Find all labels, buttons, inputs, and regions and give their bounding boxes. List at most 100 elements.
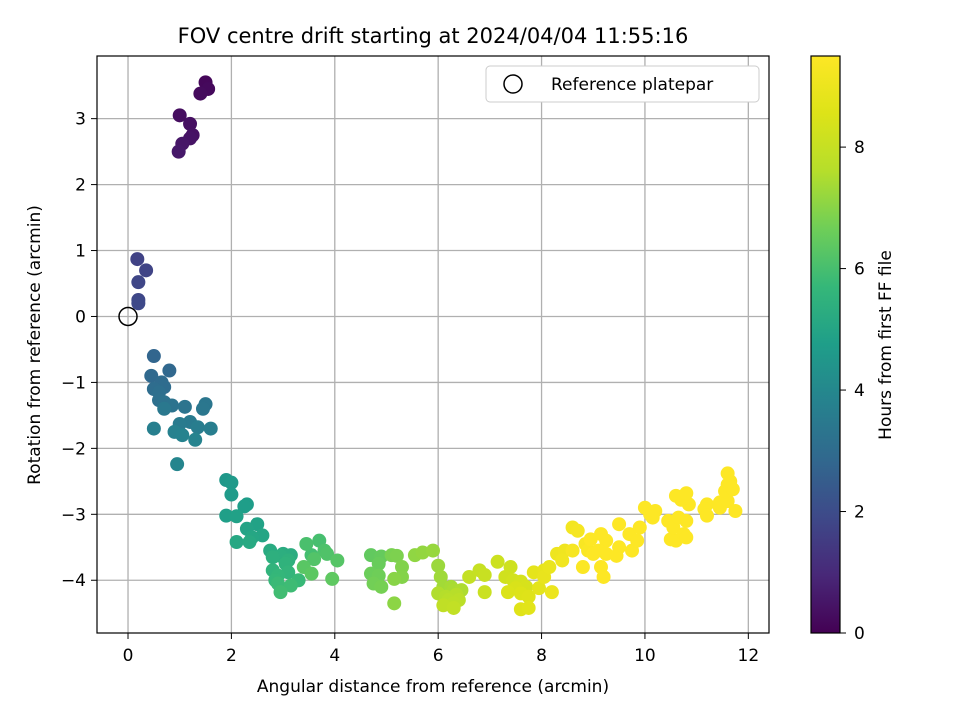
y-tick-label: 2 xyxy=(75,176,86,196)
colorbar-ticks: 0 2 4 6 8 xyxy=(840,138,865,644)
data-point xyxy=(175,428,190,443)
y-tick-label: −4 xyxy=(61,571,86,591)
data-point xyxy=(273,585,288,600)
data-point xyxy=(679,530,694,545)
data-point xyxy=(146,349,161,364)
data-point xyxy=(237,499,252,514)
data-point xyxy=(446,600,461,615)
data-point xyxy=(224,487,239,502)
data-point xyxy=(131,296,146,311)
data-point xyxy=(188,432,203,447)
data-point xyxy=(131,275,146,290)
data-point xyxy=(144,368,159,383)
y-tick-label: 1 xyxy=(75,242,86,262)
data-point xyxy=(679,513,694,528)
data-point xyxy=(389,548,404,563)
colorbar-tick-label: 0 xyxy=(854,624,865,644)
y-axis-label: Rotation from reference (arcmin) xyxy=(25,205,45,485)
colorbar xyxy=(811,56,840,633)
data-point xyxy=(229,534,244,549)
data-point xyxy=(283,578,298,593)
data-point xyxy=(139,263,154,278)
data-point xyxy=(265,550,280,565)
data-point xyxy=(242,534,257,549)
data-point xyxy=(170,457,185,472)
plot-frame xyxy=(96,55,770,634)
colorbar-tick-label: 8 xyxy=(854,138,865,158)
data-point xyxy=(193,86,208,101)
data-point xyxy=(555,553,570,568)
data-point xyxy=(330,553,345,568)
x-tick-label: 0 xyxy=(123,646,134,666)
x-axis-label: Angular distance from reference (arcmin) xyxy=(257,677,609,697)
data-point xyxy=(203,421,218,436)
data-point xyxy=(325,571,340,586)
data-point xyxy=(575,560,590,575)
y-tick-label: −1 xyxy=(61,373,86,393)
colorbar-label: Hours from first FF file xyxy=(876,250,896,440)
data-point xyxy=(521,589,536,604)
data-point xyxy=(415,545,430,560)
x-tick-label: 4 xyxy=(329,646,340,666)
data-point xyxy=(531,581,546,596)
data-point xyxy=(599,533,614,548)
data-point xyxy=(371,556,386,571)
data-point xyxy=(630,533,645,548)
y-axis-ticks: −4 −3 −2 −1 0 1 2 3 xyxy=(61,110,97,591)
data-point xyxy=(728,504,743,519)
data-point xyxy=(583,532,598,547)
data-point xyxy=(224,475,239,490)
data-point xyxy=(304,566,319,581)
data-point xyxy=(387,571,402,586)
data-point xyxy=(219,508,234,523)
data-point xyxy=(130,252,145,267)
data-point xyxy=(146,421,161,436)
x-axis-ticks: 0 2 4 6 8 10 12 xyxy=(123,633,759,666)
data-point xyxy=(307,552,322,567)
data-point xyxy=(521,600,536,615)
data-point xyxy=(190,420,205,435)
y-tick-label: −3 xyxy=(61,505,86,525)
x-tick-label: 8 xyxy=(536,646,547,666)
data-point xyxy=(477,567,492,582)
data-point xyxy=(157,401,172,416)
colorbar-tick-label: 6 xyxy=(854,260,865,280)
legend: Reference platepar xyxy=(485,65,760,103)
colorbar-tick-label: 2 xyxy=(854,503,865,523)
x-tick-label: 10 xyxy=(634,646,656,666)
data-point xyxy=(374,579,389,594)
data-point xyxy=(195,401,210,416)
chart-title: FOV centre drift starting at 2024/04/04 … xyxy=(178,24,689,48)
data-point xyxy=(462,569,477,584)
data-point xyxy=(387,596,402,611)
data-point xyxy=(645,510,660,525)
data-point xyxy=(599,546,614,561)
data-point xyxy=(162,363,177,378)
data-point xyxy=(255,528,270,543)
data-point xyxy=(477,585,492,600)
data-point xyxy=(171,144,186,159)
data-point xyxy=(544,585,559,600)
data-point xyxy=(177,399,192,414)
grid-lines xyxy=(97,56,769,633)
data-point xyxy=(723,474,738,489)
data-point xyxy=(394,560,409,575)
data-point xyxy=(609,548,624,563)
data-point xyxy=(431,558,446,573)
reference-marker xyxy=(118,306,138,327)
data-point xyxy=(490,554,505,569)
colorbar-tick-label: 4 xyxy=(854,381,865,401)
data-point xyxy=(172,108,187,123)
data-point xyxy=(500,585,515,600)
data-point xyxy=(183,116,198,131)
colorbar-frame xyxy=(810,55,841,634)
x-tick-label: 6 xyxy=(433,646,444,666)
legend-box xyxy=(485,65,760,103)
data-point xyxy=(426,543,440,558)
data-point xyxy=(699,508,714,523)
data-points xyxy=(130,75,743,617)
data-point xyxy=(596,569,611,584)
data-point xyxy=(565,543,580,558)
data-point xyxy=(320,546,335,561)
data-point xyxy=(679,486,694,501)
